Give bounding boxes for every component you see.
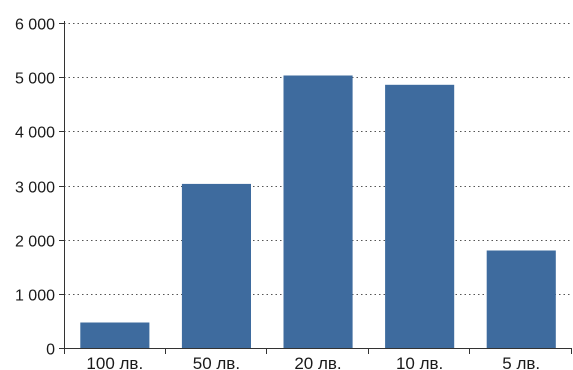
- y-tick-label: 1 000: [15, 288, 55, 305]
- bar: [486, 250, 556, 348]
- x-tick-label: 5 лв.: [502, 354, 540, 370]
- y-axis-ticks: 0 1 000 2 000 3 000 4 000 5 000 6 000: [15, 17, 64, 359]
- x-tick-label: 100 лв.: [86, 354, 143, 370]
- bars: [80, 75, 556, 349]
- y-tick-label: 2 000: [15, 234, 55, 251]
- x-tick-label: 50 лв.: [193, 354, 240, 370]
- y-tick-label: 3 000: [15, 180, 55, 197]
- y-tick-label: 0: [46, 342, 55, 359]
- bar: [181, 183, 251, 348]
- y-tick-label: 6 000: [15, 17, 55, 34]
- bar: [283, 75, 353, 348]
- bar: [80, 322, 150, 348]
- x-tick-label: 20 лв.: [294, 354, 341, 370]
- x-axis-labels: 100 лв. 50 лв. 20 лв. 10 лв. 5 лв.: [86, 354, 540, 370]
- bar: [385, 84, 455, 349]
- axes: [64, 21, 572, 354]
- y-tick-label: 5 000: [15, 71, 55, 88]
- x-tick-label: 10 лв.: [396, 354, 443, 370]
- y-tick-label: 4 000: [15, 125, 55, 142]
